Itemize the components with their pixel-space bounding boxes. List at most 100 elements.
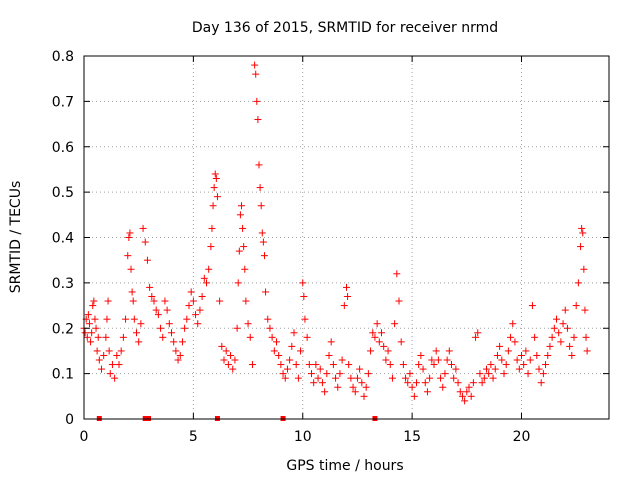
data-point [582, 333, 590, 341]
data-point [496, 342, 504, 350]
data-point [581, 306, 589, 314]
data-point [89, 302, 97, 310]
data-point [95, 356, 103, 364]
data-point [256, 184, 264, 192]
data-point [81, 329, 89, 337]
data-point [360, 392, 368, 400]
data-point [117, 347, 125, 355]
data-point [395, 297, 403, 305]
data-point [208, 224, 216, 232]
data-point [461, 397, 469, 405]
data-point [456, 388, 464, 396]
data-point [417, 351, 425, 359]
data-point [574, 279, 582, 287]
data-point [242, 297, 250, 305]
data-point [430, 361, 438, 369]
data-point [305, 361, 313, 369]
data-point [421, 379, 429, 387]
data-point [122, 315, 130, 323]
data-point [91, 315, 99, 323]
data-point [137, 320, 145, 328]
data-point [105, 347, 113, 355]
data-point [203, 279, 210, 287]
data-point [531, 333, 539, 341]
data-point [353, 374, 361, 382]
y-tick-label: 0.1 [52, 367, 74, 383]
data-point [441, 370, 449, 378]
data-point [220, 356, 228, 364]
data-point [340, 302, 348, 310]
data-point [130, 315, 138, 323]
data-point [443, 356, 451, 364]
data-point [537, 379, 545, 387]
data-point [454, 379, 462, 387]
data-point [266, 324, 274, 332]
data-point [310, 379, 318, 387]
data-point [308, 370, 315, 378]
data-point [404, 379, 412, 387]
data-point [550, 324, 558, 332]
data-point [513, 356, 521, 364]
data-point [489, 374, 497, 382]
data-point [542, 361, 550, 369]
data-point [275, 351, 283, 359]
axis-ticks: 0 5 10 15 20 0 0.1 0.2 0.3 0.4 0.5 0.6 0.7 0.8 [52, 49, 609, 445]
data-point [239, 224, 247, 232]
data-point [386, 361, 394, 369]
data-point [303, 333, 311, 341]
data-point [257, 202, 265, 210]
data-point [375, 338, 383, 346]
data-point [233, 324, 241, 332]
data-point [343, 283, 350, 291]
data-point [139, 224, 147, 232]
data-point [345, 361, 353, 369]
data-point [258, 229, 266, 237]
data-point [332, 374, 340, 382]
data-point [240, 243, 248, 251]
data-point [445, 347, 453, 355]
y-tick-label: 0.4 [52, 231, 74, 247]
data-point [580, 265, 588, 273]
data-point [428, 356, 436, 364]
data-point [413, 379, 420, 387]
data-point [380, 342, 388, 350]
data-point [583, 347, 591, 355]
data-point [334, 383, 342, 391]
y-tick-label: 0.5 [52, 185, 74, 201]
data-point [300, 292, 308, 300]
data-point [281, 374, 289, 382]
data-point [126, 229, 134, 237]
data-point [406, 370, 414, 378]
data-point [526, 356, 534, 364]
data-point [236, 211, 244, 219]
data-point [98, 365, 105, 373]
data-point [423, 388, 431, 396]
data-point [318, 379, 326, 387]
data-point [255, 161, 263, 169]
data-point [568, 351, 576, 359]
data-point [294, 374, 302, 382]
data-point [515, 365, 523, 373]
data-point [146, 283, 154, 291]
data-point [472, 333, 480, 341]
data-point [391, 320, 399, 328]
data-point [268, 333, 276, 341]
data-point [90, 297, 98, 305]
data-point [218, 342, 226, 350]
data-point [260, 252, 268, 260]
data-point [415, 361, 423, 369]
data-point [222, 347, 230, 355]
data-point [399, 361, 407, 369]
data-point [439, 383, 447, 391]
data-point [314, 374, 322, 382]
data-point [299, 279, 307, 287]
data-point [485, 370, 493, 378]
data-point [277, 361, 285, 369]
data-point [555, 329, 563, 337]
data-point [286, 356, 294, 364]
data-point [367, 347, 375, 355]
data-point [544, 351, 552, 359]
data-point [108, 361, 116, 369]
data-point [493, 351, 501, 359]
data-point [83, 333, 91, 341]
